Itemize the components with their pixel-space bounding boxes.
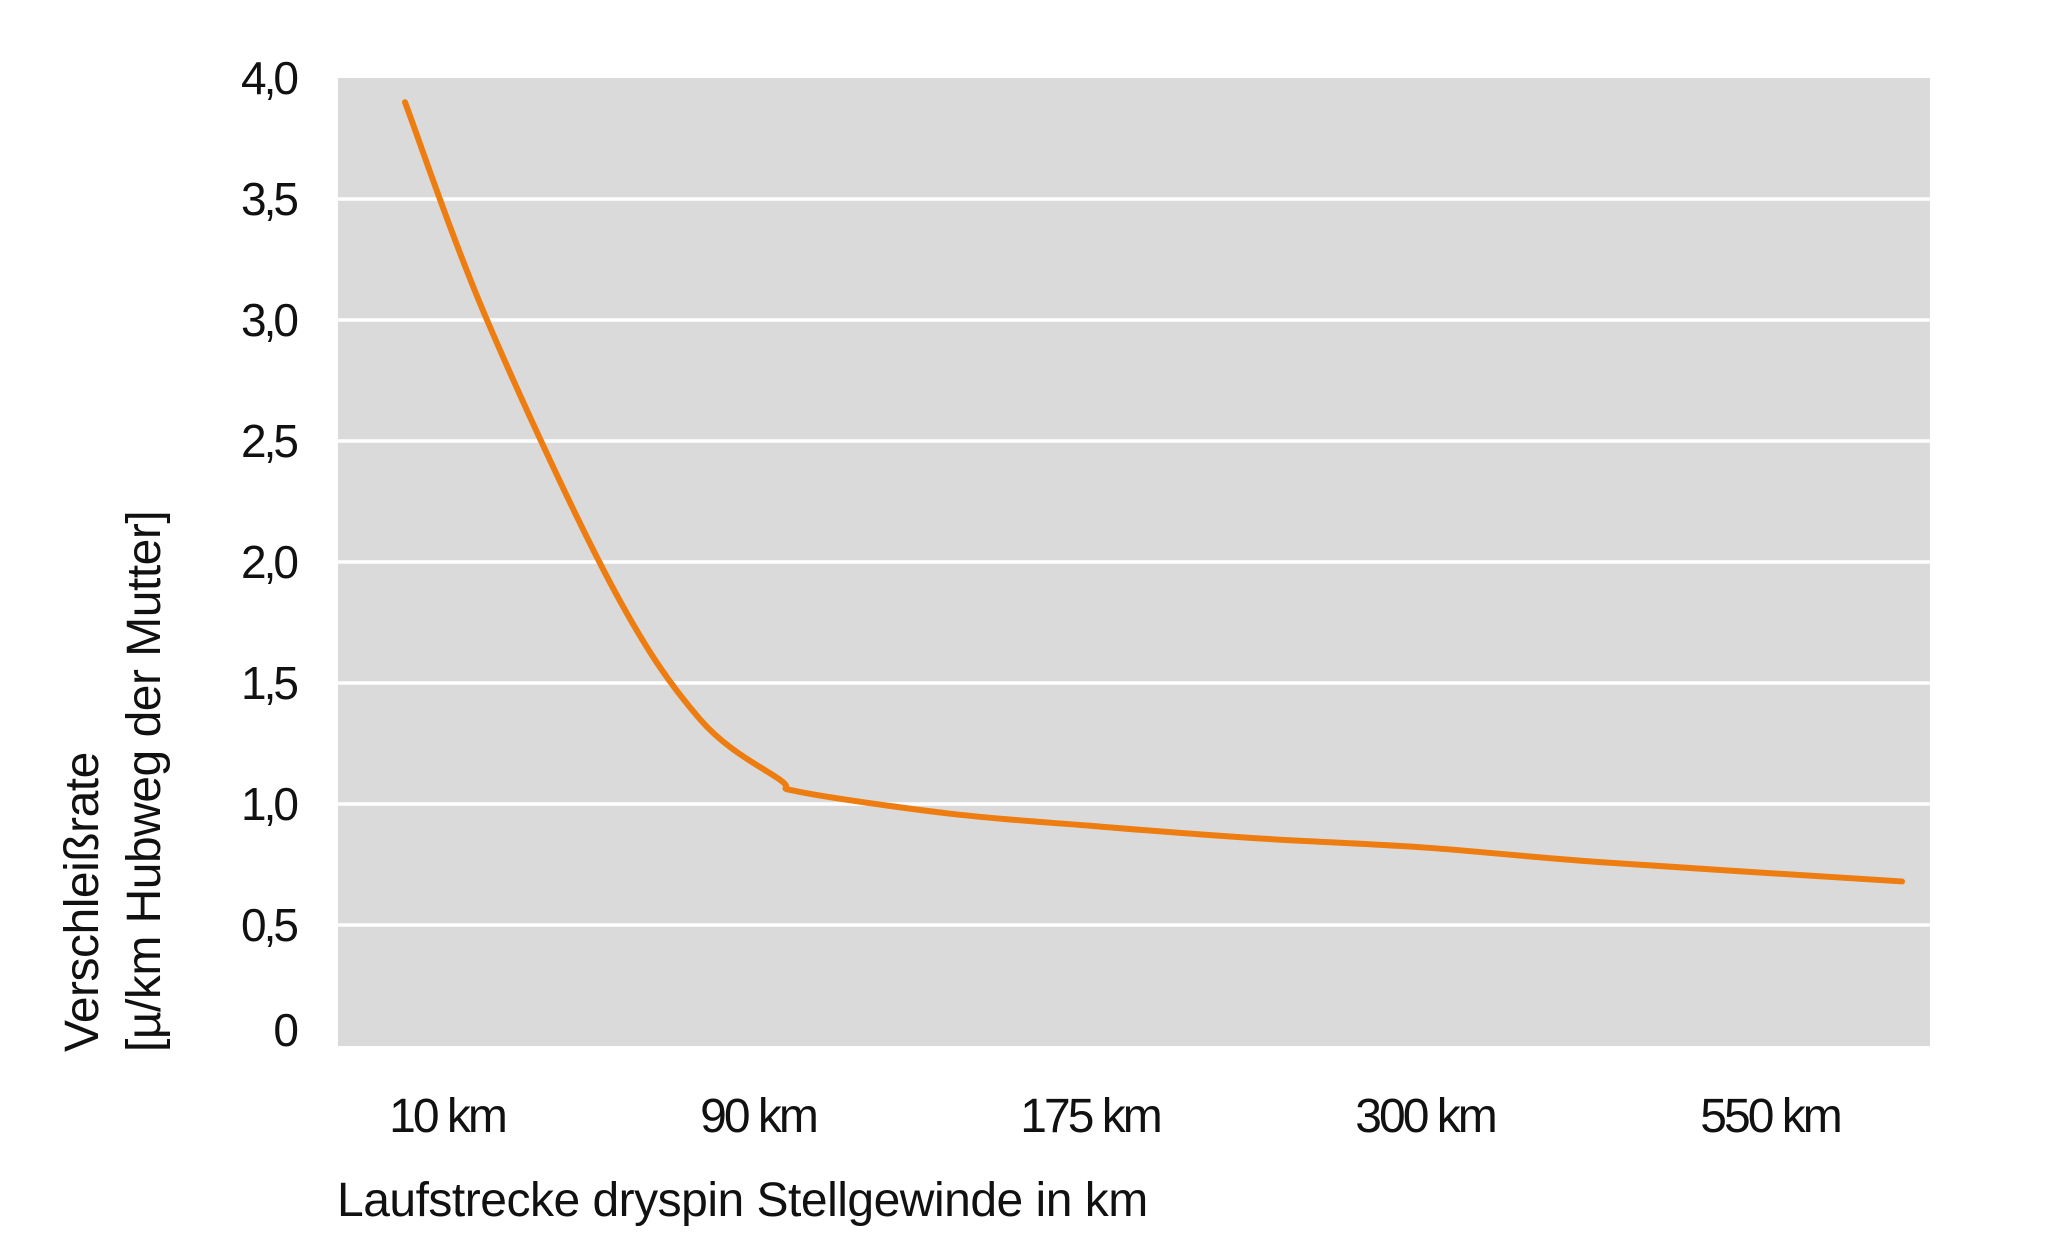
grid-lines xyxy=(338,197,1930,927)
y-tick-label: 0 xyxy=(273,1004,297,1056)
y-tick-label: 1,5 xyxy=(241,657,297,709)
y-tick-label: 1,0 xyxy=(241,778,297,830)
x-tick-label: 90 km xyxy=(700,1090,816,1143)
y-tick-label: 3,5 xyxy=(241,173,297,225)
x-tick-label: 175 km xyxy=(1020,1090,1159,1143)
y-axis-title-line-2: [µ/km Hubweg der Mutter] xyxy=(118,511,171,1052)
x-axis-tick-labels: 10 km 90 km 175 km 300 km 550 km xyxy=(389,1090,1843,1143)
x-axis-title: Laufstrecke dryspin Stellgewinde in km xyxy=(337,1174,1148,1227)
y-tick-label: 2,5 xyxy=(241,415,297,467)
x-tick-label: 550 km xyxy=(1700,1090,1839,1143)
x-tick-label: 300 km xyxy=(1355,1090,1494,1143)
y-tick-label: 0,5 xyxy=(241,899,297,951)
y-tick-label: 2,0 xyxy=(241,536,297,588)
y-axis-title-line-1: Verschleißrate xyxy=(56,752,109,1052)
y-tick-label: 4,0 xyxy=(241,52,297,104)
y-tick-label: 3,0 xyxy=(241,294,297,346)
x-tick-label: 10 km xyxy=(389,1090,505,1143)
series-line xyxy=(402,99,1905,885)
y-axis-tick-labels: 0 0,5 1,0 1,5 2,0 2,5 3,0 3,5 4,0 xyxy=(241,52,300,1056)
